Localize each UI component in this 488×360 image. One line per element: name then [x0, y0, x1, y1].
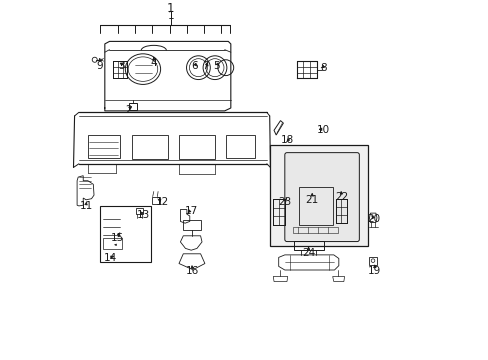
FancyBboxPatch shape [284, 153, 359, 242]
Text: 21: 21 [305, 195, 318, 205]
Text: 1: 1 [167, 11, 174, 21]
Bar [100, 206, 151, 262]
Text: 7: 7 [202, 60, 208, 71]
Bar [179, 135, 215, 159]
Text: 4: 4 [150, 58, 157, 68]
Text: 8: 8 [320, 63, 326, 73]
Bar [132, 135, 168, 159]
Text: 3: 3 [118, 60, 124, 71]
Text: 1: 1 [166, 2, 174, 15]
Bar [88, 135, 120, 158]
Text: 16: 16 [185, 266, 199, 276]
Bar [225, 135, 255, 158]
Bar [294, 241, 323, 250]
Text: 24: 24 [301, 248, 315, 258]
Text: 22: 22 [334, 192, 347, 202]
Text: 11: 11 [80, 201, 93, 211]
Text: 18: 18 [281, 135, 294, 145]
Text: 12: 12 [156, 197, 169, 207]
Text: 10: 10 [317, 125, 329, 135]
Bar [129, 103, 137, 110]
Bar [270, 145, 367, 246]
Text: 17: 17 [184, 206, 198, 216]
Text: 2: 2 [125, 105, 132, 115]
Bar [136, 208, 142, 214]
Text: 6: 6 [190, 60, 197, 71]
Text: 13: 13 [136, 210, 149, 220]
Text: 5: 5 [213, 60, 219, 71]
Text: 9: 9 [96, 60, 103, 71]
Bar [292, 227, 337, 233]
Text: 19: 19 [367, 266, 381, 276]
Bar [182, 220, 201, 230]
Text: 14: 14 [104, 253, 117, 264]
Bar [298, 187, 332, 225]
Bar [103, 238, 122, 249]
Text: 20: 20 [366, 214, 379, 224]
Bar [151, 197, 159, 204]
Text: 23: 23 [278, 197, 291, 207]
Bar [368, 257, 376, 265]
Text: 15: 15 [111, 233, 124, 243]
